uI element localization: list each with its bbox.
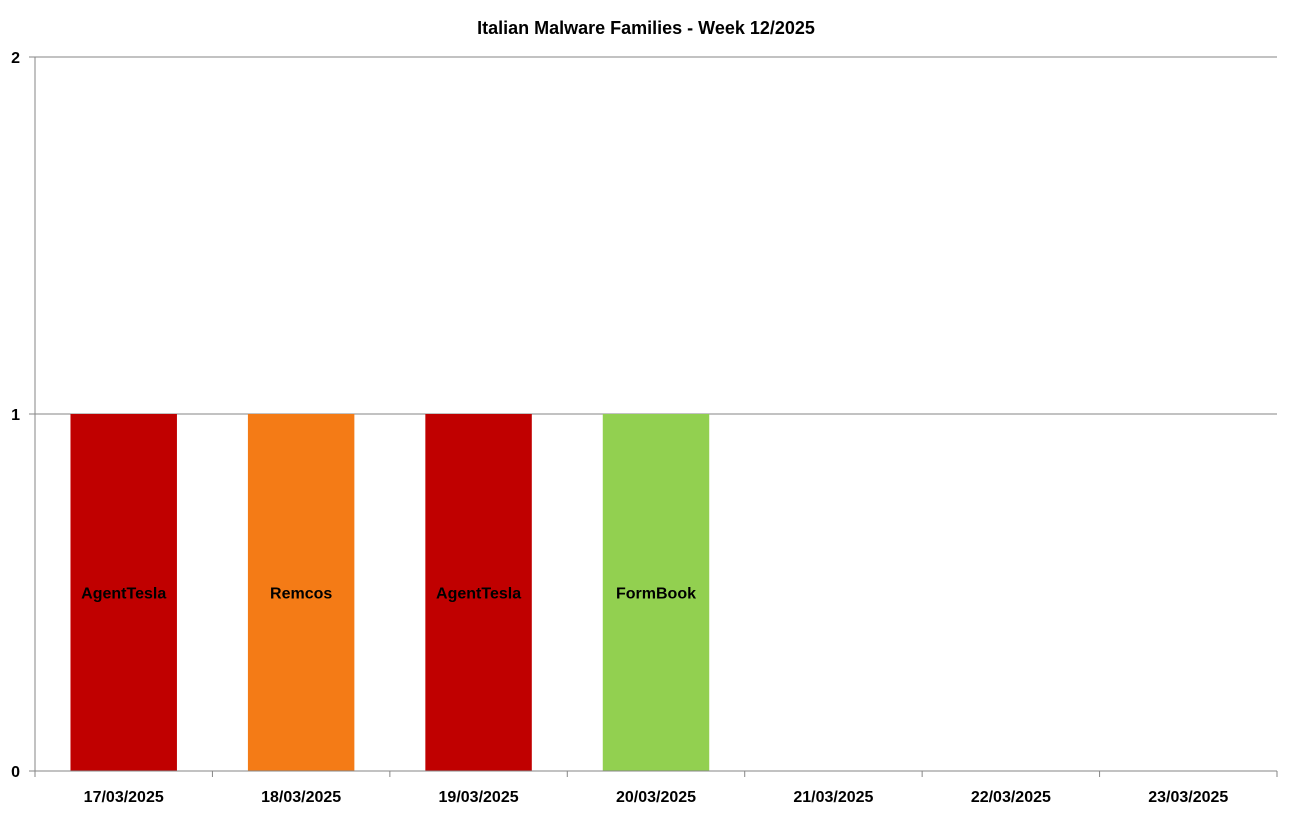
bar: [425, 414, 532, 771]
bar-label: FormBook: [616, 586, 696, 603]
x-tick-label: 22/03/2025: [971, 789, 1051, 806]
bar: [247, 414, 355, 771]
chart-title: Italian Malware Families - Week 12/2025: [477, 18, 815, 38]
y-tick-label: 0: [11, 764, 20, 781]
bar: [602, 414, 710, 771]
bar-label: AgentTesla: [436, 586, 521, 603]
x-tick-label: 23/03/2025: [1148, 789, 1228, 806]
x-tick-label: 18/03/2025: [261, 789, 341, 806]
y-tick-label: 2: [11, 50, 20, 67]
x-tick-label: 17/03/2025: [84, 789, 164, 806]
bar-label: AgentTesla: [81, 586, 166, 603]
x-tick-label: 21/03/2025: [793, 789, 873, 806]
bar-label: Remcos: [270, 586, 332, 603]
bar: [70, 414, 177, 771]
x-tick-label: 19/03/2025: [439, 789, 519, 806]
y-tick-label: 1: [11, 407, 20, 424]
x-tick-label: 20/03/2025: [616, 789, 696, 806]
